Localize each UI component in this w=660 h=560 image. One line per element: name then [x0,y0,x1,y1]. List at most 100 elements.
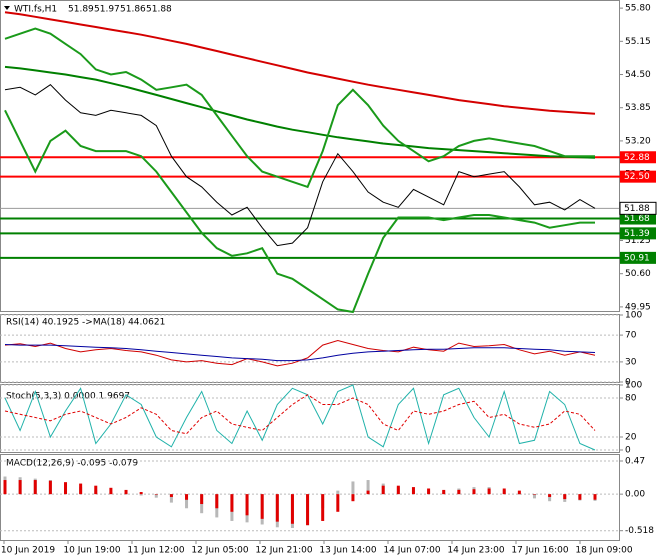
x-tick-label: 11 Jun 12:00 [127,546,184,556]
x-tick-label: 14 Jun 23:00 [447,546,504,556]
y-tick-label: 30 [625,357,637,367]
y-tick-label: 49.95 [625,302,651,312]
histogram-bar [185,494,189,500]
histogram-bar [139,494,143,496]
level-label: 50.91 [624,253,650,263]
y-tick-label: 100 [625,381,642,391]
y-tick-label: 70 [625,331,637,341]
series-line [4,65,596,159]
series-line [4,384,596,451]
series-line [4,394,596,435]
histogram-bar [64,482,68,495]
histogram-bar [3,480,7,495]
high: 51.97 [94,5,120,15]
histogram-bar [154,494,158,498]
histogram-bar [169,494,173,497]
histogram-bar [457,489,461,495]
histogram-bar [321,494,325,521]
histogram-bar [245,494,249,516]
level-box [620,212,656,225]
histogram-bar [230,494,234,512]
histogram-bar [33,480,37,495]
histogram-bar [472,489,476,495]
histogram-bar [427,488,431,495]
histogram-bar [139,492,143,495]
y-tick-label: 0 [625,446,631,456]
histogram-bar [336,494,340,512]
y-tick-label: 0.47 [625,456,645,466]
menu-arrow [4,6,10,10]
histogram-bar [381,485,385,495]
histogram-bar [124,494,128,495]
current-price-box [619,201,657,215]
histogram-bar [442,489,446,495]
y-tick-label: 20 [625,433,637,443]
histogram-bar [79,483,83,495]
level-box [620,227,656,240]
x-tick-label: 17 Jun 16:00 [511,546,568,556]
level-label: 51.39 [624,229,650,239]
macd-panel [0,454,620,541]
x-tick-label: 12 Jun 05:00 [191,546,248,556]
histogram-bar [351,481,355,495]
low: 51.86 [120,5,146,15]
histogram-bar [290,494,294,524]
level-label: 51.68 [624,214,650,224]
y-tick-label: 54.50 [625,70,651,80]
histogram-bar [548,494,552,502]
y-tick-label: 53.85 [625,103,651,113]
y-tick-label: 0 [625,378,631,388]
series-line [4,27,595,189]
y-tick-label: 55.15 [625,37,651,47]
current-price-label: 51.88 [624,204,650,214]
histogram-bar [578,494,582,500]
x-tick-label: 10 Jun 19:00 [63,546,120,556]
histogram-bar [532,494,536,495]
y-tick-label: 53.20 [625,136,651,146]
histogram-bar [487,488,491,495]
x-tick-label: 18 Jun 09:00 [575,546,632,556]
close: 51.88 [146,5,172,15]
histogram-bar [366,480,370,495]
series-line [4,11,596,115]
level-box [620,170,656,183]
histogram-bar [48,480,52,495]
stoch-title: Stoch(5,3,3) 0.0000 1.9697 [6,392,130,402]
histogram-bar [18,480,22,495]
level-label: 52.88 [624,153,650,163]
histogram-bar [366,490,370,495]
series-line [4,84,596,247]
histogram-bar [517,494,521,495]
symbol: WTI.fs,H1 [14,5,57,15]
histogram-bar [94,485,98,495]
y-tick-label: 0.00 [625,490,645,500]
level-box [620,251,656,264]
histogram-bar [306,494,310,526]
histogram-bar [411,487,415,495]
histogram-bar [169,494,173,503]
histogram-bar [109,487,113,495]
histogram-bar [563,494,567,500]
histogram-bar [185,494,189,509]
histogram-bar [532,494,536,499]
histogram-bar [502,488,506,495]
histogram-bar [275,494,279,522]
open: 51.89 [68,5,94,15]
x-tick-label: 14 Jun 07:00 [383,546,440,556]
histogram-bar [200,494,204,505]
histogram-bar [351,494,355,502]
histogram-bar [336,490,340,495]
y-tick-label: 100 [625,311,642,321]
x-tick-label: 13 Jun 14:00 [319,546,376,556]
series-line [4,344,596,362]
histogram-bar [548,494,552,497]
y-tick-label: 51.25 [625,236,651,246]
x-tick-label: 12 Jun 21:00 [255,546,312,556]
level-box [620,151,656,164]
y-tick-label: 55.80 [625,4,651,14]
macd-title: MACD(12,26,9) -0.095 -0.079 [6,459,138,469]
rsi-title: RSI(14) 40.1925 ->MA(18) 44.0621 [6,318,165,328]
y-tick-label: 80 [625,394,637,404]
y-tick-label: -0.518 [625,526,654,536]
